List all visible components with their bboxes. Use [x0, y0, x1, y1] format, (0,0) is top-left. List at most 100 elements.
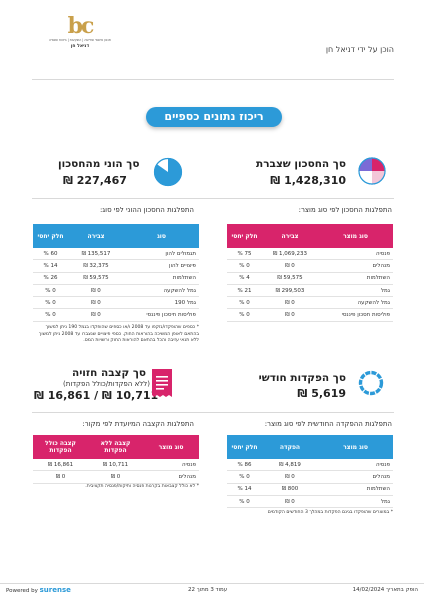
cell-balance: 299,503 ₪	[262, 284, 318, 298]
pension-table-title: התפלגות הקצבה המיועדת לפי מקור:	[82, 420, 194, 428]
table-row: מנהלים 0 ₪ 0 ₪	[33, 470, 199, 484]
cell-balance: 1,069,233 ₪	[262, 248, 318, 261]
col-header-product: סוג מוצר	[318, 224, 393, 248]
table-row: פוליסות חסכון פיננסי 0 ₪ 0 %	[227, 308, 393, 322]
cell-product: השתלמות	[318, 483, 393, 496]
cell-with-deposits: 0 ₪	[33, 470, 88, 484]
prepared-by: הוכן על ידי דניאל חן	[325, 45, 394, 54]
cell-product: מנהלים	[318, 259, 393, 273]
cell-share: 0 %	[33, 308, 68, 322]
savings-total-value: 1,428,310 ₪	[270, 174, 346, 187]
cell-without-deposits: 0 ₪	[88, 470, 143, 484]
col-header-type: סוג	[124, 224, 199, 248]
table-row: גמל 0 ₪ 0 %	[227, 495, 393, 509]
cell-deposit: 0 ₪	[262, 495, 318, 509]
table-row: פוליסות חיסכון פיננסי 0 ₪ 0 %	[33, 308, 199, 322]
monthly-deposits-value: 5,619 ₪	[297, 387, 346, 400]
cell-product: פנסיה	[143, 459, 199, 472]
table-header-row: סוג מוצר קצבה ללא הפקדות קצבה כולל הפקדו…	[33, 435, 199, 459]
col-header-balance: צבירה	[68, 224, 124, 248]
cell-share: 0 %	[227, 296, 262, 310]
cell-product: השתלמות	[318, 272, 393, 285]
cell-type: פיצויים להון	[124, 259, 199, 273]
cell-share: 4 %	[227, 272, 262, 285]
cell-type: גמל להשקעה	[124, 284, 199, 298]
brand-logo: surense	[39, 586, 71, 594]
cell-type: פוליסות חיסכון פיננסי	[124, 308, 199, 322]
col-header-without-deposits: קצבה ללא הפקדות	[88, 435, 143, 459]
col-header-with-deposits: קצבה כולל הפקדות	[33, 435, 88, 459]
balance-table-note: * כספים שהופקדו/נזקפו עד 2008 ו/או כספים…	[38, 325, 199, 344]
savings-table-title: התפלגות החסכון לפי סוג מוצר:	[298, 206, 392, 214]
cell-type: השתלמות	[124, 272, 199, 285]
savings-total-label: סך החסכון שצברת	[256, 158, 346, 170]
col-header-product: סוג מוצר	[143, 435, 199, 459]
section-divider-1	[32, 198, 394, 199]
powered-by-label: Powered by	[6, 588, 38, 594]
savings-distribution-table: סוג מוצר צבירה חלק יחסי פנסיה 1,069,233 ₪…	[227, 224, 393, 322]
table-row: גמל 190 0 ₪ 0 %	[33, 296, 199, 310]
col-header-share: חלק יחסי	[227, 435, 262, 459]
table-row: פנסיה 1,069,233 ₪ 75 %	[227, 248, 393, 261]
section-divider-2	[32, 412, 394, 413]
cell-balance: 0 ₪	[262, 259, 318, 273]
expected-pension-label: סך קצבה חזויה	[72, 367, 147, 379]
cell-product: פנסיה	[318, 459, 393, 472]
deposits-table-note: * במוצרים שהופקדו בגינם הפקדות במהלך 3 ה…	[267, 510, 393, 515]
monthly-deposits-label: סך הפקדות חודשי	[258, 372, 346, 384]
cell-product: גמל	[318, 284, 393, 298]
logo-tagline: תכנון פיננסי ופרישה | השקעות | ביטוח ופנ…	[49, 38, 111, 42]
cell-share: 0 %	[227, 308, 262, 322]
cell-balance: 32,375 ₪	[68, 259, 124, 273]
table-row: מנהלים 0 ₪ 0 %	[227, 259, 393, 273]
cell-share: 0 %	[227, 470, 262, 484]
cell-product: גמל	[318, 495, 393, 509]
deposits-table-title: התפלגות ההפקדה החודשית לפי סוג מוצר:	[264, 420, 392, 428]
receipt-icon-pension	[150, 368, 174, 402]
cell-balance: 59,575 ₪	[68, 272, 124, 285]
cell-balance: 0 ₪	[68, 308, 124, 322]
logo-mark: bc	[67, 13, 95, 39]
cell-share: 14 %	[33, 259, 68, 273]
cell-share: 0 %	[33, 284, 68, 298]
page-number: עמוד 3 מתוך 22	[188, 587, 228, 593]
table-row: פיצויים להון 32,375 ₪ 14 %	[33, 259, 199, 273]
ring-icon-deposits	[357, 369, 385, 401]
table-row: השתלמות 800 ₪ 14 %	[227, 483, 393, 496]
footer-divider	[0, 583, 424, 584]
cell-share: 86 %	[227, 459, 262, 472]
cell-deposit: 800 ₪	[262, 483, 318, 496]
cell-with-deposits: 16,861 ₪	[33, 459, 88, 472]
cell-share: 0 %	[33, 296, 68, 310]
cell-share: 75 %	[227, 248, 262, 261]
cell-balance: 0 ₪	[68, 284, 124, 298]
table-row: גמל להשקעה 0 ₪ 0 %	[227, 296, 393, 310]
table-row: גמל להשקעה 0 ₪ 0 %	[33, 284, 199, 298]
cell-type: תגמולים להון	[124, 248, 199, 261]
cell-share: 0 %	[227, 259, 262, 273]
cell-product: מנהלים	[318, 470, 393, 484]
cell-balance: 135,517 ₪	[68, 248, 124, 261]
balance-total-value: 227,467 ₪	[63, 174, 127, 187]
cell-deposit: 4,819 ₪	[262, 459, 318, 472]
cell-balance: 0 ₪	[68, 296, 124, 310]
company-logo: bc תכנון פיננסי ופרישה | השקעות | ביטוח …	[40, 14, 120, 58]
table-row: פנסיה 4,819 ₪ 86 %	[227, 459, 393, 472]
page-title: ריכוז נתונים כספיים	[146, 107, 282, 127]
cell-balance: 0 ₪	[262, 296, 318, 310]
cell-product: פנסיה	[318, 248, 393, 261]
col-header-product: סוג מוצר	[318, 435, 393, 459]
expected-pension-sub: (ללא הפקדות/כולל הפקדות)	[63, 380, 150, 388]
cell-balance: 59,575 ₪	[262, 272, 318, 285]
pie-icon-savings	[358, 157, 386, 189]
pension-source-table: סוג מוצר קצבה ללא הפקדות קצבה כולל הפקדו…	[33, 435, 199, 484]
cell-share: 21 %	[227, 284, 262, 298]
issue-date: הופק בתאריך 14/02/2024	[352, 587, 418, 593]
table-header-row: סוג מוצר צבירה חלק יחסי	[227, 224, 393, 248]
table-header-row: סוג מוצר הפקדה חלק יחסי	[227, 435, 393, 459]
table-row: השתלמות 59,575 ₪ 26 %	[33, 272, 199, 285]
cell-type: גמל 190	[124, 296, 199, 310]
balance-total-label: סך הוני מהחסכון	[58, 158, 140, 170]
cell-deposit: 0 ₪	[262, 470, 318, 484]
